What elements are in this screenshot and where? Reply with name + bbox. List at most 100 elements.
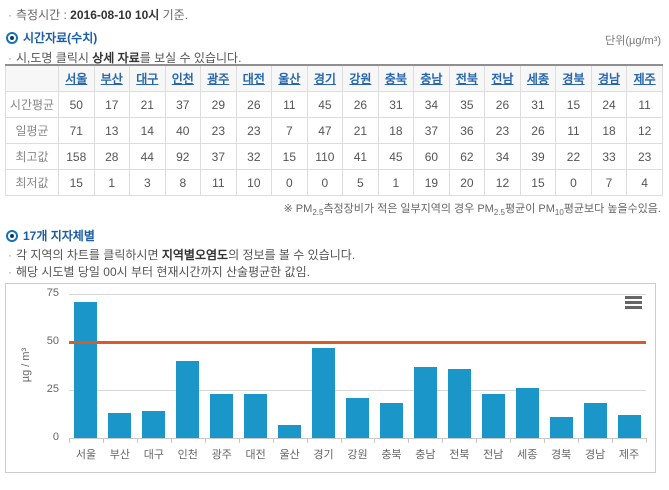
gridline (69, 294, 646, 295)
chart-bar[interactable] (481, 393, 505, 438)
table-cell: 0 (306, 169, 344, 196)
region-header-cell: 대전 (235, 64, 273, 92)
table-cell: 18 (377, 117, 415, 144)
hint-text: 의 정보를 볼 수 있습니다. (228, 248, 356, 262)
region-header-cell: 경남 (590, 64, 628, 92)
hint-bold: 지역별오염도 (161, 248, 229, 262)
table-row: 최고값 158 28 44 92 37 32 15 110 41 45 60 62 34 39 22 33 23 (5, 143, 663, 170)
region-link[interactable]: 부산 (100, 72, 123, 86)
region-link[interactable]: 경기 (313, 72, 336, 86)
region-link[interactable]: 세종 (526, 72, 549, 86)
chart-bar[interactable] (549, 416, 573, 438)
table-cell: 60 (413, 143, 450, 170)
table-cell: 44 (129, 143, 166, 170)
hamburger-icon[interactable] (625, 296, 642, 311)
table-cell: 37 (200, 143, 237, 170)
table-cell: 20 (448, 169, 486, 196)
chart-bar[interactable] (413, 366, 437, 438)
chart-bar[interactable] (617, 414, 641, 438)
chart-bar[interactable] (278, 424, 302, 438)
chart-bar[interactable] (210, 393, 234, 438)
chart-bar[interactable] (108, 413, 132, 438)
table-cell: 21 (129, 91, 166, 118)
region-link[interactable]: 충북 (384, 72, 407, 86)
region-link[interactable]: 대구 (136, 72, 159, 86)
note-sub: 2.5 (312, 208, 324, 218)
chart-bar[interactable] (312, 347, 336, 438)
region-header-cell: 전북 (448, 64, 486, 92)
chart-category-label: 대구 (143, 449, 164, 461)
chart-bar[interactable] (74, 301, 98, 438)
region-link[interactable]: 경북 (562, 72, 585, 86)
pm-table-head: 서울 부산 대구 인천 광주 대전 울산 경기 강원 충북 충남 전북 전남 세종 경북 경남 제주 (5, 64, 663, 92)
chart-category-label: 울산 (279, 449, 300, 461)
table-cell: 11 (271, 91, 308, 118)
region-header-cell: 경북 (555, 64, 592, 92)
region-link[interactable]: 전남 (491, 72, 514, 86)
note-text: 측정장비가 적은 일부지역의 경우 PM (323, 203, 494, 215)
region-header-cell: 전남 (484, 64, 521, 92)
x-tick-mark (306, 438, 308, 443)
hint-text: 해당 시도별 당일 00시 부터 현재시간까지 산술평균한 값임. (16, 265, 310, 279)
table-cell: 37 (413, 117, 450, 144)
region-link[interactable]: 서울 (65, 72, 88, 86)
table-cell: 14 (129, 117, 166, 144)
chart-bar[interactable] (142, 411, 166, 438)
table-cell: 26 (235, 91, 273, 118)
x-tick-mark (408, 438, 410, 443)
note-sub: 2.5 (493, 208, 505, 218)
y-axis-title: µg / m³ (20, 347, 32, 383)
x-tick-mark (204, 438, 206, 443)
y-tick-label: 50 (46, 335, 59, 347)
chart-bar[interactable] (583, 403, 607, 438)
region-header-cell: 대구 (129, 64, 166, 92)
chart-category-label: 경기 (313, 449, 334, 461)
table-row: 최저값 15 1 3 8 11 10 0 0 5 1 19 20 12 15 0 7 4 (5, 169, 663, 196)
table-cell: 31 (519, 91, 557, 118)
hint-bold: 상세 자료 (92, 51, 140, 65)
y-tick-label: 75 (46, 287, 59, 299)
chart-bar[interactable] (447, 368, 471, 438)
region-link[interactable]: 대전 (242, 72, 265, 86)
table-cell: 41 (342, 143, 379, 170)
table-cell: 22 (555, 143, 592, 170)
chart-category-label: 전북 (449, 449, 470, 461)
x-tick-mark (136, 438, 138, 443)
table-row: 시간평균 50 17 21 37 29 26 11 45 26 31 34 35 26 31 15 24 11 (5, 91, 663, 118)
section-title: 시간자료(수치) (23, 31, 98, 45)
chart-bar[interactable] (379, 403, 403, 438)
region-link[interactable]: 충남 (420, 72, 443, 86)
chart-bar[interactable] (346, 397, 369, 438)
y-tick-label: 25 (46, 383, 59, 395)
chart-category-label: 대전 (245, 449, 266, 461)
x-tick-mark (612, 438, 614, 443)
region-header-cell: 인천 (164, 64, 202, 92)
region-link[interactable]: 경남 (597, 72, 621, 86)
chart-bar[interactable] (515, 388, 539, 438)
region-link[interactable]: 강원 (349, 72, 372, 86)
table-cell: 1 (93, 169, 131, 196)
measurement-time-label: 측정시간 : (16, 8, 71, 22)
chart-bar[interactable] (244, 393, 268, 438)
region-link[interactable]: 광주 (207, 72, 230, 86)
region-link[interactable]: 전북 (455, 72, 478, 86)
hint-text: 각 지역의 차트를 클릭하시면 (16, 248, 162, 262)
chart-bar[interactable] (176, 361, 200, 438)
region-link[interactable]: 제주 (633, 72, 656, 86)
table-cell: 8 (164, 169, 202, 196)
region-link[interactable]: 울산 (278, 72, 301, 86)
bullet-dot: · (8, 51, 12, 65)
pm-note: ※ PM2.5측정장비가 적은 일부지역의 경우 PM2.5평균이 PM10평균… (284, 200, 661, 217)
row-label: 최고값 (5, 143, 59, 170)
unit-label: 단위(µg/m³) (605, 35, 661, 47)
region-header-cell: 강원 (342, 64, 379, 92)
region-link[interactable]: 인천 (171, 72, 194, 86)
region-header-cell: 충남 (413, 64, 450, 92)
table-cell: 28 (93, 143, 131, 170)
region-bar-chart: µg / m³ 0 25 50 75 서울 부산 대구 인천 광주 대전 울산 경기 강원 충북 충남 전북 전… (5, 283, 656, 473)
chart-category-label: 세종 (517, 449, 538, 461)
x-tick-mark (374, 438, 376, 443)
table-cell: 11 (200, 169, 237, 196)
table-cell: 0 (555, 169, 592, 196)
section-bullet-icon (6, 32, 18, 44)
